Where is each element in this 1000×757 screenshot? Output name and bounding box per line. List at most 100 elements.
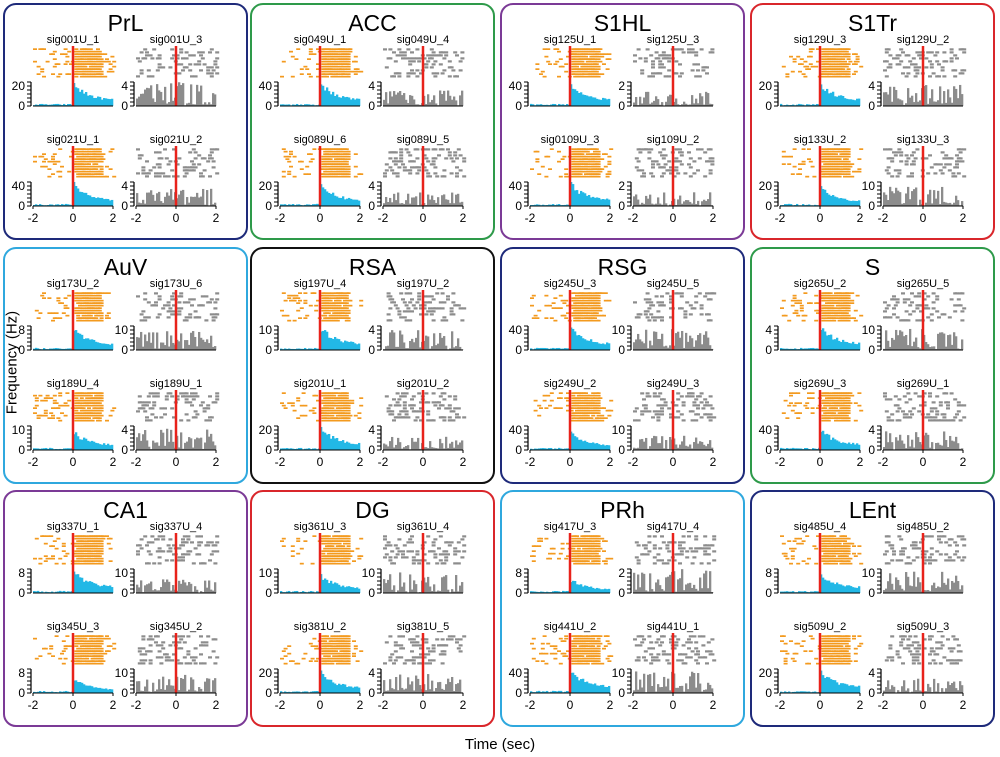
raster-mark <box>442 392 447 395</box>
raster-mark <box>676 292 681 295</box>
raster-mark <box>94 153 99 155</box>
raster-mark <box>897 54 902 57</box>
raster-mark <box>643 57 648 60</box>
raster-mark <box>661 148 666 151</box>
histogram-bar <box>336 94 339 106</box>
raster-mark <box>47 160 52 163</box>
histogram-bar <box>635 194 638 206</box>
raster-mark <box>298 317 302 319</box>
histogram-bar <box>148 332 151 350</box>
raster-mark <box>145 175 149 178</box>
histogram-bar <box>77 188 80 206</box>
raster-mark <box>141 166 146 169</box>
raster-mark <box>94 407 99 409</box>
raster-mark <box>674 157 679 160</box>
raster-mark <box>99 302 104 304</box>
histogram-bar <box>166 428 169 450</box>
raster-mark <box>679 295 684 298</box>
raster-mark <box>186 301 191 304</box>
histogram-bar <box>202 104 205 106</box>
raster-mark <box>437 154 441 157</box>
raster-mark <box>179 307 184 310</box>
histogram-bar <box>447 199 450 206</box>
raster-mark <box>446 148 450 151</box>
histogram-bar <box>326 331 329 350</box>
raster-mark <box>638 151 643 154</box>
raster-mark <box>596 163 601 165</box>
raster-mark <box>330 292 335 294</box>
raster-mark <box>40 155 45 158</box>
raster-mark <box>51 407 55 409</box>
raster-mark <box>211 166 216 169</box>
raster-mark <box>175 395 180 398</box>
raster-mark <box>208 419 212 422</box>
raster-mark <box>607 58 612 60</box>
histogram-bar <box>677 331 680 350</box>
raster-mark <box>821 75 826 78</box>
histogram-bar <box>144 203 147 206</box>
raster-mark <box>323 292 328 294</box>
raster-mark <box>826 63 831 65</box>
raster-mark <box>208 51 212 54</box>
histogram-bar <box>657 339 660 350</box>
raster-mark <box>395 392 400 395</box>
raster-mark <box>557 160 561 163</box>
histogram-bar <box>33 204 36 206</box>
unit-label: sig049U_1 <box>294 34 347 46</box>
raster-mark <box>209 298 214 301</box>
histogram-bar <box>693 103 696 106</box>
raster-mark <box>415 157 420 160</box>
histogram-bar <box>294 104 297 106</box>
histogram-bar <box>883 92 886 106</box>
raster-mark <box>705 66 709 69</box>
raster-mark <box>92 175 97 178</box>
raster-mark <box>652 319 657 322</box>
histogram-bar <box>828 93 831 106</box>
y-tick-label: 0 <box>18 443 25 457</box>
histogram-bar <box>43 348 46 350</box>
raster-mark <box>645 310 650 313</box>
raster-mark <box>575 53 579 55</box>
raster-mark <box>87 168 91 170</box>
raster-mark <box>43 412 48 414</box>
raster-mark <box>177 301 182 304</box>
histogram-bar <box>198 331 201 350</box>
raster-mark <box>634 166 639 169</box>
raster-mark <box>651 72 655 75</box>
histogram-bar <box>784 204 787 206</box>
raster-mark <box>314 394 319 397</box>
raster-mark <box>110 409 115 412</box>
raster-mark <box>69 63 73 65</box>
raster-mark <box>654 316 659 319</box>
raster-mark <box>546 155 551 158</box>
raster-mark <box>172 292 176 295</box>
histogram-bar <box>346 96 349 106</box>
histogram-bar <box>808 204 811 206</box>
raster-mark <box>888 148 893 151</box>
raster-mark <box>175 175 180 178</box>
raster-mark <box>596 73 601 75</box>
raster-mark <box>411 72 416 75</box>
raster-mark <box>65 55 70 58</box>
raster-mark <box>647 157 652 160</box>
histogram-bar <box>919 100 922 106</box>
histogram-bar <box>953 202 956 206</box>
raster-mark <box>442 316 447 319</box>
raster-mark <box>404 413 409 416</box>
histogram-bar <box>655 203 658 206</box>
raster-mark <box>193 75 198 78</box>
histogram-bar <box>284 104 287 106</box>
raster-mark <box>182 395 187 398</box>
raster-mark <box>150 413 155 416</box>
histogram-bar <box>160 342 163 350</box>
raster-mark <box>573 292 578 294</box>
histogram-bar <box>142 93 145 106</box>
raster-mark <box>417 166 422 169</box>
raster-mark <box>578 317 583 319</box>
raster-mark <box>683 313 688 316</box>
histogram-bar <box>606 342 609 350</box>
histogram-bar <box>194 336 197 350</box>
histogram-bar <box>701 96 704 106</box>
histogram-bar <box>290 448 293 450</box>
raster-mark <box>312 412 317 414</box>
